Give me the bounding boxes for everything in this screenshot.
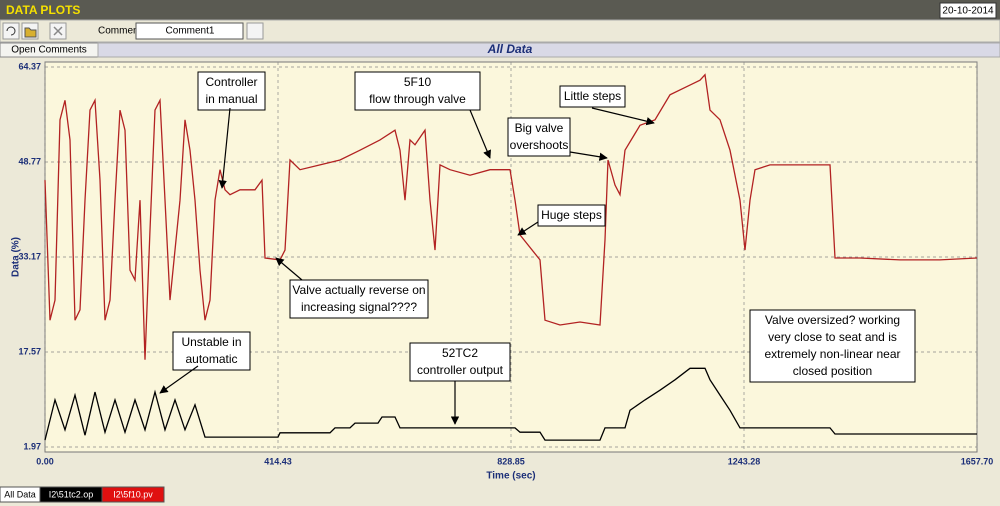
annotation-text: flow through valve: [369, 92, 466, 106]
y-tick-label: 48.77: [18, 156, 41, 166]
annotation-text: Little steps: [564, 89, 621, 103]
date: 20-10-2014: [942, 6, 994, 17]
annotation-box: [409, 342, 511, 382]
x-tick-label: 1243.28: [728, 456, 761, 466]
tab[interactable]: [101, 486, 165, 503]
annotation-text: 5F10: [404, 75, 432, 89]
annotation-text: overshoots: [510, 138, 569, 152]
tab-label: I2\5f10.pv: [113, 489, 153, 499]
annotation-box: [749, 309, 916, 383]
annotation-arrow: [591, 107, 655, 126]
annotation-text: Huge steps: [541, 208, 602, 222]
y-tick-label: 64.37: [18, 61, 41, 71]
window-title: DATA PLOTS: [6, 3, 80, 17]
annotation-arrow: [569, 151, 608, 161]
comment-label: Comment: [98, 26, 142, 37]
annotation-box: [559, 85, 626, 108]
chart-header: [97, 42, 1000, 58]
annotation-text: Unstable in: [181, 335, 241, 349]
annotation-text: Valve actually reverse on: [292, 283, 425, 297]
folder-icon: [24, 27, 37, 38]
annotation-text: Controller: [205, 75, 257, 89]
open-comments-label: Open Comments: [11, 45, 87, 56]
x-axis-label: Time (sec): [486, 471, 535, 482]
edit-button[interactable]: [246, 22, 264, 40]
comment-value: Comment1: [166, 26, 215, 37]
x-tick-label: 0.00: [36, 456, 54, 466]
tab-bar: [0, 486, 1000, 506]
date-box: [939, 2, 997, 19]
annotation-arrow: [218, 107, 231, 189]
annotation-text: very close to seat and is: [768, 330, 897, 344]
annotation-arrow: [517, 221, 539, 236]
annotation-box: [354, 71, 481, 111]
annotation-text: increasing signal????: [301, 300, 417, 314]
tab-label: I2\51tc2.op: [49, 489, 94, 499]
annotation-box: [197, 71, 266, 111]
annotation-text: Big valve: [515, 121, 564, 135]
annotation-box: [289, 279, 429, 319]
annotation-text: closed position: [793, 364, 872, 378]
annotation-arrow: [275, 257, 303, 281]
annotation-text: 52TC2: [442, 346, 478, 360]
tab-label: All Data: [4, 489, 36, 499]
y-axis-label: Data (%): [11, 237, 22, 277]
data-line: [44, 367, 977, 441]
annotation-text: controller output: [417, 363, 504, 377]
annotation-box: [172, 331, 251, 371]
y-tick-label: 1.97: [23, 441, 41, 451]
annotation-arrow: [159, 365, 199, 394]
annotation-box: [507, 117, 571, 157]
undo-icon: [6, 26, 16, 36]
title-bar: [0, 0, 1000, 20]
annotation-text: automatic: [185, 352, 237, 366]
y-tick-label: 33.17: [18, 251, 41, 261]
annotation-box: [537, 204, 606, 227]
y-tick-label: 17.57: [18, 346, 41, 356]
x-tick-label: 828.85: [497, 456, 525, 466]
annotation-text: extremely non-linear near: [764, 347, 900, 361]
x-tick-label: 414.43: [264, 456, 292, 466]
chart-title: All Data: [487, 42, 533, 56]
undo-button[interactable]: [2, 22, 20, 40]
annotation-text: in manual: [205, 92, 257, 106]
annotation-text: Valve oversized? working: [765, 313, 900, 327]
data-line: [44, 73, 978, 360]
comment-input[interactable]: [135, 22, 244, 40]
delete-icon: [53, 26, 63, 36]
x-tick-label: 1657.70: [961, 456, 994, 466]
annotation-arrow: [469, 109, 491, 159]
